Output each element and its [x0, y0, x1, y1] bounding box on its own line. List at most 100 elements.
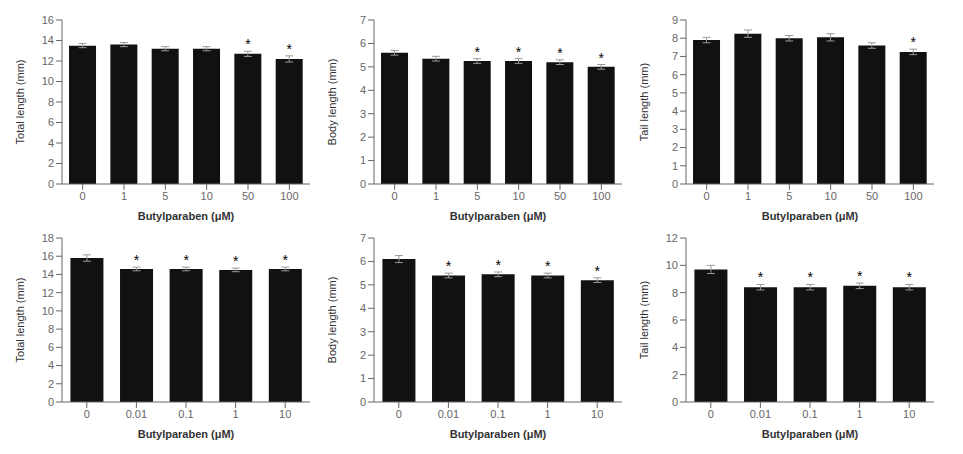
- svg-text:0: 0: [360, 396, 366, 408]
- svg-text:*: *: [857, 268, 863, 284]
- svg-text:*: *: [233, 253, 239, 269]
- svg-text:*: *: [134, 252, 140, 268]
- svg-text:*: *: [910, 34, 916, 50]
- svg-text:8: 8: [48, 323, 54, 335]
- svg-text:50: 50: [554, 190, 566, 202]
- svg-text:2: 2: [672, 369, 678, 381]
- svg-text:0: 0: [672, 178, 678, 190]
- svg-text:Butylparaben (μM): Butylparaben (μM): [450, 428, 547, 440]
- svg-text:4: 4: [672, 105, 678, 117]
- svg-text:*: *: [495, 257, 501, 273]
- svg-text:*: *: [598, 50, 604, 66]
- svg-text:100: 100: [904, 190, 922, 202]
- svg-text:7: 7: [672, 50, 678, 62]
- svg-text:1: 1: [121, 190, 127, 202]
- svg-text:1: 1: [433, 190, 439, 202]
- svg-text:100: 100: [280, 190, 298, 202]
- svg-text:7: 7: [360, 14, 366, 26]
- svg-text:Total length (mm): Total length (mm): [14, 60, 26, 145]
- svg-text:3: 3: [360, 108, 366, 120]
- svg-text:0: 0: [392, 190, 398, 202]
- svg-text:2: 2: [48, 157, 54, 169]
- svg-text:*: *: [245, 36, 251, 52]
- svg-text:1: 1: [360, 154, 366, 166]
- svg-text:4: 4: [48, 359, 54, 371]
- svg-text:14: 14: [42, 268, 54, 280]
- svg-text:*: *: [807, 269, 813, 285]
- svg-text:Total length (mm): Total length (mm): [14, 278, 26, 363]
- svg-text:12: 12: [42, 287, 54, 299]
- svg-text:Butylparaben (μM): Butylparaben (μM): [138, 428, 235, 440]
- svg-text:*: *: [545, 258, 551, 274]
- svg-text:0: 0: [672, 396, 678, 408]
- svg-text:Tail length (mm): Tail length (mm): [638, 63, 650, 141]
- svg-text:8: 8: [672, 32, 678, 44]
- svg-text:8: 8: [672, 287, 678, 299]
- svg-text:*: *: [474, 44, 480, 60]
- svg-text:*: *: [286, 41, 292, 57]
- svg-text:2: 2: [48, 378, 54, 390]
- svg-text:10: 10: [825, 190, 837, 202]
- svg-text:3: 3: [360, 326, 366, 338]
- svg-text:10: 10: [903, 408, 915, 420]
- svg-text:Butylparaben (μM): Butylparaben (μM): [762, 428, 859, 440]
- svg-text:5: 5: [786, 190, 792, 202]
- svg-text:16: 16: [42, 14, 54, 26]
- svg-text:1: 1: [233, 408, 239, 420]
- svg-text:10: 10: [42, 305, 54, 317]
- svg-text:*: *: [595, 263, 601, 279]
- svg-text:0: 0: [48, 178, 54, 190]
- svg-text:2: 2: [360, 349, 366, 361]
- svg-text:10: 10: [279, 408, 291, 420]
- svg-text:0: 0: [84, 408, 90, 420]
- svg-text:10: 10: [591, 408, 603, 420]
- svg-text:0.1: 0.1: [802, 408, 817, 420]
- svg-text:6: 6: [360, 255, 366, 267]
- svg-text:1: 1: [857, 408, 863, 420]
- svg-text:Butylparaben (μM): Butylparaben (μM): [138, 210, 235, 222]
- svg-text:4: 4: [672, 341, 678, 353]
- svg-text:4: 4: [48, 137, 54, 149]
- svg-text:10: 10: [513, 190, 525, 202]
- svg-text:50: 50: [866, 190, 878, 202]
- svg-text:Butylparaben (μM): Butylparaben (μM): [450, 210, 547, 222]
- svg-text:Tail length (mm): Tail length (mm): [638, 281, 650, 359]
- svg-text:14: 14: [42, 34, 54, 46]
- svg-text:Body length (mm): Body length (mm): [326, 277, 338, 364]
- svg-text:10: 10: [42, 75, 54, 87]
- svg-text:5: 5: [162, 190, 168, 202]
- svg-text:Body length (mm): Body length (mm): [326, 59, 338, 146]
- svg-text:0: 0: [704, 190, 710, 202]
- svg-text:1: 1: [360, 372, 366, 384]
- svg-text:6: 6: [360, 37, 366, 49]
- svg-text:0: 0: [80, 190, 86, 202]
- svg-text:4: 4: [360, 84, 366, 96]
- svg-text:4: 4: [360, 302, 366, 314]
- svg-text:0: 0: [360, 178, 366, 190]
- svg-text:0.01: 0.01: [126, 408, 147, 420]
- svg-text:0: 0: [708, 408, 714, 420]
- svg-text:100: 100: [592, 190, 610, 202]
- svg-text:12: 12: [666, 232, 678, 244]
- svg-text:9: 9: [672, 14, 678, 26]
- svg-text:1: 1: [672, 160, 678, 172]
- svg-text:10: 10: [666, 259, 678, 271]
- svg-text:1: 1: [545, 408, 551, 420]
- svg-text:12: 12: [42, 55, 54, 67]
- svg-text:5: 5: [474, 190, 480, 202]
- svg-text:0.01: 0.01: [750, 408, 771, 420]
- svg-text:5: 5: [360, 279, 366, 291]
- svg-text:*: *: [907, 269, 913, 285]
- svg-text:6: 6: [48, 116, 54, 128]
- svg-text:2: 2: [360, 131, 366, 143]
- svg-text:0: 0: [396, 408, 402, 420]
- svg-text:8: 8: [48, 96, 54, 108]
- svg-text:10: 10: [201, 190, 213, 202]
- svg-text:5: 5: [672, 87, 678, 99]
- svg-text:*: *: [557, 45, 563, 61]
- svg-text:2: 2: [672, 141, 678, 153]
- svg-text:*: *: [516, 44, 522, 60]
- svg-text:5: 5: [360, 61, 366, 73]
- svg-text:*: *: [758, 269, 764, 285]
- svg-text:16: 16: [42, 250, 54, 262]
